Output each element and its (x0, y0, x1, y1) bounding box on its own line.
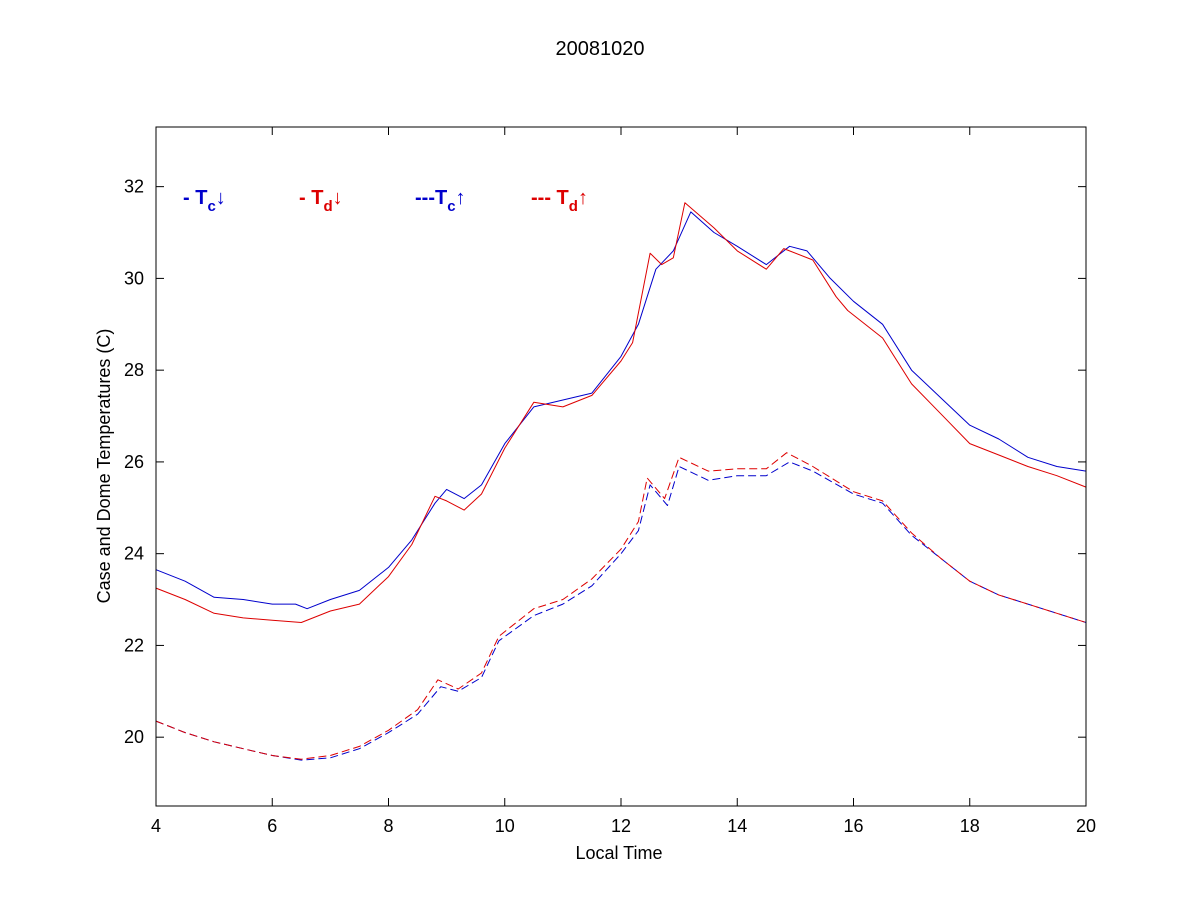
axis-ticks: 4 6 8 10 12 14 16 18 20 20 22 24 26 28 30 32 (124, 127, 1096, 836)
y-axis-label: Case and Dome Temperatures (C) (94, 329, 114, 604)
series-line-td-down (155, 202, 1087, 623)
x-axis-label: Local Time (575, 843, 662, 863)
x-tick-label: 20 (1076, 816, 1096, 836)
series-line-td-up (155, 452, 1087, 760)
arrow-down-icon: ↓ (333, 187, 343, 209)
series-group (155, 202, 1087, 761)
legend-entry: - Td↓ (299, 187, 343, 215)
legend-subscript: c (447, 198, 455, 215)
chart-title: 20081020 (556, 38, 645, 60)
arrow-down-icon: ↓ (216, 187, 226, 209)
x-tick-label: 8 (383, 816, 393, 836)
y-tick-label: 22 (124, 635, 144, 655)
y-tick-label: 28 (124, 360, 144, 380)
y-tick-label: 32 (124, 177, 144, 197)
legend-symbol: - T (183, 187, 207, 209)
arrow-up-icon: ↑ (456, 187, 466, 209)
legend-symbol: --- T (531, 187, 569, 209)
legend-subscript: d (569, 198, 578, 215)
x-tick-label: 14 (727, 816, 747, 836)
legend-symbol: ---T (415, 187, 447, 209)
legend-entry: ---Tc↑ (415, 187, 466, 215)
legend-entry: --- Td↑ (531, 187, 588, 215)
y-tick-label: 24 (124, 544, 144, 564)
y-tick-label: 26 (124, 452, 144, 472)
x-tick-label: 16 (843, 816, 863, 836)
arrow-up-icon: ↑ (578, 187, 588, 209)
legend: - Tc↓ - Td↓ ---Tc↑ --- Td↑ (183, 187, 588, 215)
legend-subscript: c (207, 198, 215, 215)
x-tick-label: 6 (267, 816, 277, 836)
y-tick-label: 30 (124, 268, 144, 288)
x-tick-label: 18 (960, 816, 980, 836)
legend-subscript: d (323, 198, 332, 215)
x-tick-label: 12 (611, 816, 631, 836)
y-tick-label: 20 (124, 727, 144, 747)
legend-entry: - Tc↓ (183, 187, 226, 215)
x-tick-label: 4 (151, 816, 161, 836)
series-line-tc-up (155, 461, 1087, 761)
legend-symbol: - T (299, 187, 323, 209)
x-tick-label: 10 (495, 816, 515, 836)
series-line-tc-down (155, 211, 1087, 610)
plot-frame (155, 126, 1087, 807)
